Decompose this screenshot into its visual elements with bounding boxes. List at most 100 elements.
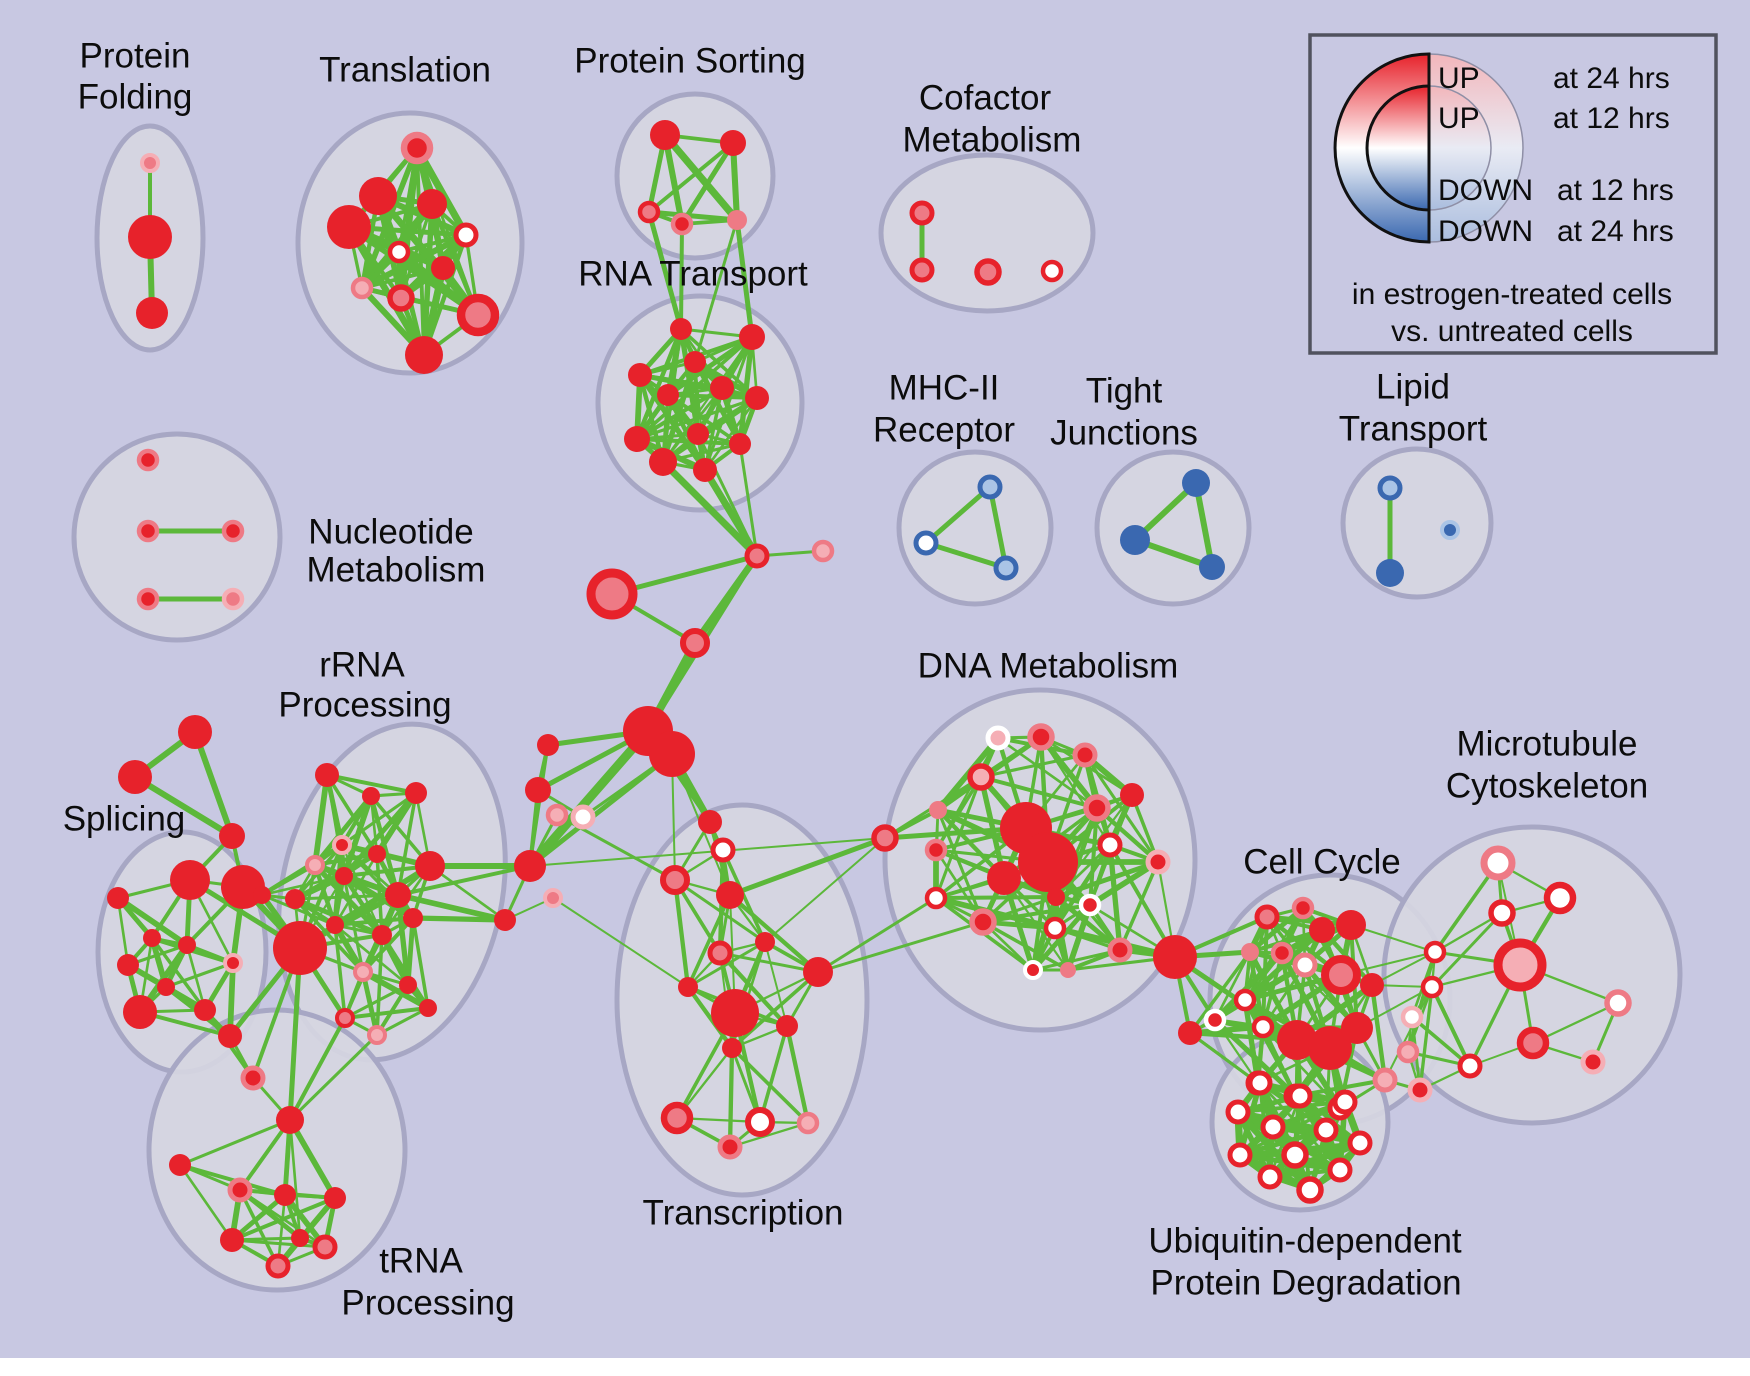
network-edge-transcription bbox=[717, 950, 790, 1029]
network-node-tight-junctions bbox=[1182, 469, 1210, 497]
network-node-microtubule-cytoskeleton bbox=[1543, 881, 1577, 915]
network-node-cell-cycle bbox=[1360, 973, 1384, 997]
network-node-cell-cycle bbox=[1309, 917, 1335, 943]
network-edge-mhc-ii-receptor bbox=[923, 484, 993, 546]
network-node-tight-junctions bbox=[1199, 554, 1225, 580]
network-edge-rrna-processing bbox=[312, 772, 330, 868]
network-node-connector bbox=[537, 734, 559, 756]
cluster-label-translation: Translation bbox=[319, 50, 491, 89]
network-node-connector bbox=[219, 823, 245, 849]
network-node-connector bbox=[118, 760, 152, 794]
network-node-connector bbox=[543, 888, 563, 908]
network-node-microtubule-cytoskeleton bbox=[1457, 1053, 1483, 1079]
network-edge-mhc-ii-receptor bbox=[987, 484, 1009, 571]
network-edge-splicing bbox=[116, 896, 130, 967]
network-node-transcription bbox=[745, 1107, 775, 1137]
network-link-edge bbox=[1188, 1031, 1260, 1085]
network-node-cell-cycle bbox=[1233, 988, 1257, 1012]
network-node-connector bbox=[525, 777, 551, 803]
network-node-cell-cycle bbox=[1308, 1026, 1352, 1070]
network-node-transcription bbox=[710, 837, 736, 863]
network-edge-dna-metabolism bbox=[1030, 894, 1059, 973]
network-node-rrna-processing bbox=[326, 916, 344, 934]
network-edge-trna-processing bbox=[287, 1117, 338, 1201]
network-node-transcription bbox=[716, 881, 744, 909]
legend-inner-half-icon bbox=[1365, 84, 1431, 212]
network-edge-dna-metabolism bbox=[1053, 859, 1161, 900]
network-edge-dna-metabolism bbox=[1031, 948, 1122, 972]
network-link-edge bbox=[396, 864, 532, 897]
network-edge-dna-metabolism bbox=[1107, 842, 1123, 953]
network-node-rrna-processing bbox=[514, 850, 546, 882]
network-node-translation bbox=[387, 284, 415, 312]
network-edge-rrna-processing bbox=[325, 773, 418, 795]
network-node-dna-metabolism bbox=[1023, 960, 1043, 980]
network-node-protein-sorting bbox=[720, 130, 746, 156]
network-link-edge bbox=[287, 945, 303, 1123]
network-edge-microtubule-cytoskeleton bbox=[1430, 911, 1504, 989]
network-node-connector bbox=[680, 628, 710, 658]
network-node-splicing bbox=[178, 936, 196, 954]
network-node-trna-processing bbox=[274, 1184, 296, 1206]
network-edge-rrna-processing bbox=[341, 793, 374, 879]
cluster-label-rrna-processing: Processing bbox=[278, 685, 451, 724]
network-edge-microtubule-cytoskeleton bbox=[1430, 985, 1472, 1068]
network-node-cell-cycle bbox=[1178, 1021, 1202, 1045]
network-node-transcription bbox=[660, 865, 690, 895]
network-link-edge bbox=[528, 743, 550, 868]
network-node-ubiquitin-dependent-protein-degradation bbox=[1257, 1164, 1283, 1190]
network-node-transcription bbox=[711, 989, 759, 1037]
network-node-dna-metabolism bbox=[967, 763, 995, 791]
network-node-microtubule-cytoskeleton bbox=[1516, 1026, 1550, 1060]
network-node-trna-processing bbox=[220, 1228, 244, 1252]
network-edge-rna-transport bbox=[666, 393, 759, 400]
network-node-rna-transport bbox=[684, 351, 706, 373]
network-node-rna-transport bbox=[649, 448, 677, 476]
cluster-ellipse-cofactor-metabolism bbox=[878, 152, 1096, 314]
network-node-splicing bbox=[223, 953, 243, 973]
network-node-lipid-transport bbox=[1377, 475, 1403, 501]
network-node-ubiquitin-dependent-protein-degradation bbox=[1313, 1117, 1339, 1143]
network-link-edge bbox=[679, 222, 684, 331]
network-edge-trna-processing bbox=[178, 1163, 234, 1242]
legend-text: at 12 hrs bbox=[1553, 102, 1670, 135]
network-edge-trna-processing bbox=[238, 1118, 292, 1192]
figure-bottom-margin bbox=[0, 1358, 1750, 1376]
network-node-lipid-transport bbox=[1376, 559, 1404, 587]
network-edge-translation bbox=[345, 223, 428, 359]
network-edge-cell-cycle bbox=[1212, 950, 1285, 1023]
network-edge-microtubule-cytoskeleton bbox=[1418, 985, 1434, 1092]
cluster-label-microtubule-cytoskeleton: Cytoskeleton bbox=[1446, 766, 1648, 805]
node-layer bbox=[107, 120, 1632, 1279]
legend: UP at 24 hrs UP at 12 hrs DOWN at 12 hrs DOWN a… bbox=[1308, 33, 1718, 355]
network-node-dna-metabolism bbox=[929, 801, 947, 819]
network-edge-dna-metabolism bbox=[933, 895, 1058, 931]
network-node-cell-cycle bbox=[1292, 952, 1318, 978]
network-edge-transcription bbox=[764, 941, 788, 1027]
network-link-edge bbox=[192, 729, 235, 839]
network-edge-microtubule-cytoskeleton bbox=[1433, 861, 1500, 954]
network-edge-translation bbox=[360, 266, 445, 290]
network-edge-trna-processing bbox=[178, 1118, 292, 1167]
network-edge-transcription bbox=[721, 848, 767, 944]
network-node-rrna-processing bbox=[315, 763, 339, 787]
network-node-cofactor-metabolism bbox=[909, 257, 935, 283]
cluster-label-nucleotide-metabolism: Nucleotide bbox=[308, 512, 473, 551]
network-edge-splicing bbox=[150, 936, 207, 1012]
network-node-microtubule-cytoskeleton bbox=[1580, 1049, 1606, 1075]
network-node-connector bbox=[570, 804, 596, 830]
network-node-rrna-processing bbox=[494, 909, 516, 931]
network-node-transcription bbox=[698, 810, 722, 834]
network-edge-rrna-processing bbox=[260, 893, 337, 927]
network-node-dna-metabolism bbox=[1153, 935, 1197, 979]
network-edge-protein-sorting bbox=[661, 131, 741, 224]
network-link-edge bbox=[734, 217, 755, 340]
legend-text: at 24 hrs bbox=[1553, 62, 1670, 95]
network-node-translation bbox=[417, 189, 447, 219]
network-node-rna-transport bbox=[657, 384, 679, 406]
legend-text: DOWN bbox=[1438, 215, 1533, 248]
network-node-cell-cycle bbox=[1291, 896, 1315, 920]
